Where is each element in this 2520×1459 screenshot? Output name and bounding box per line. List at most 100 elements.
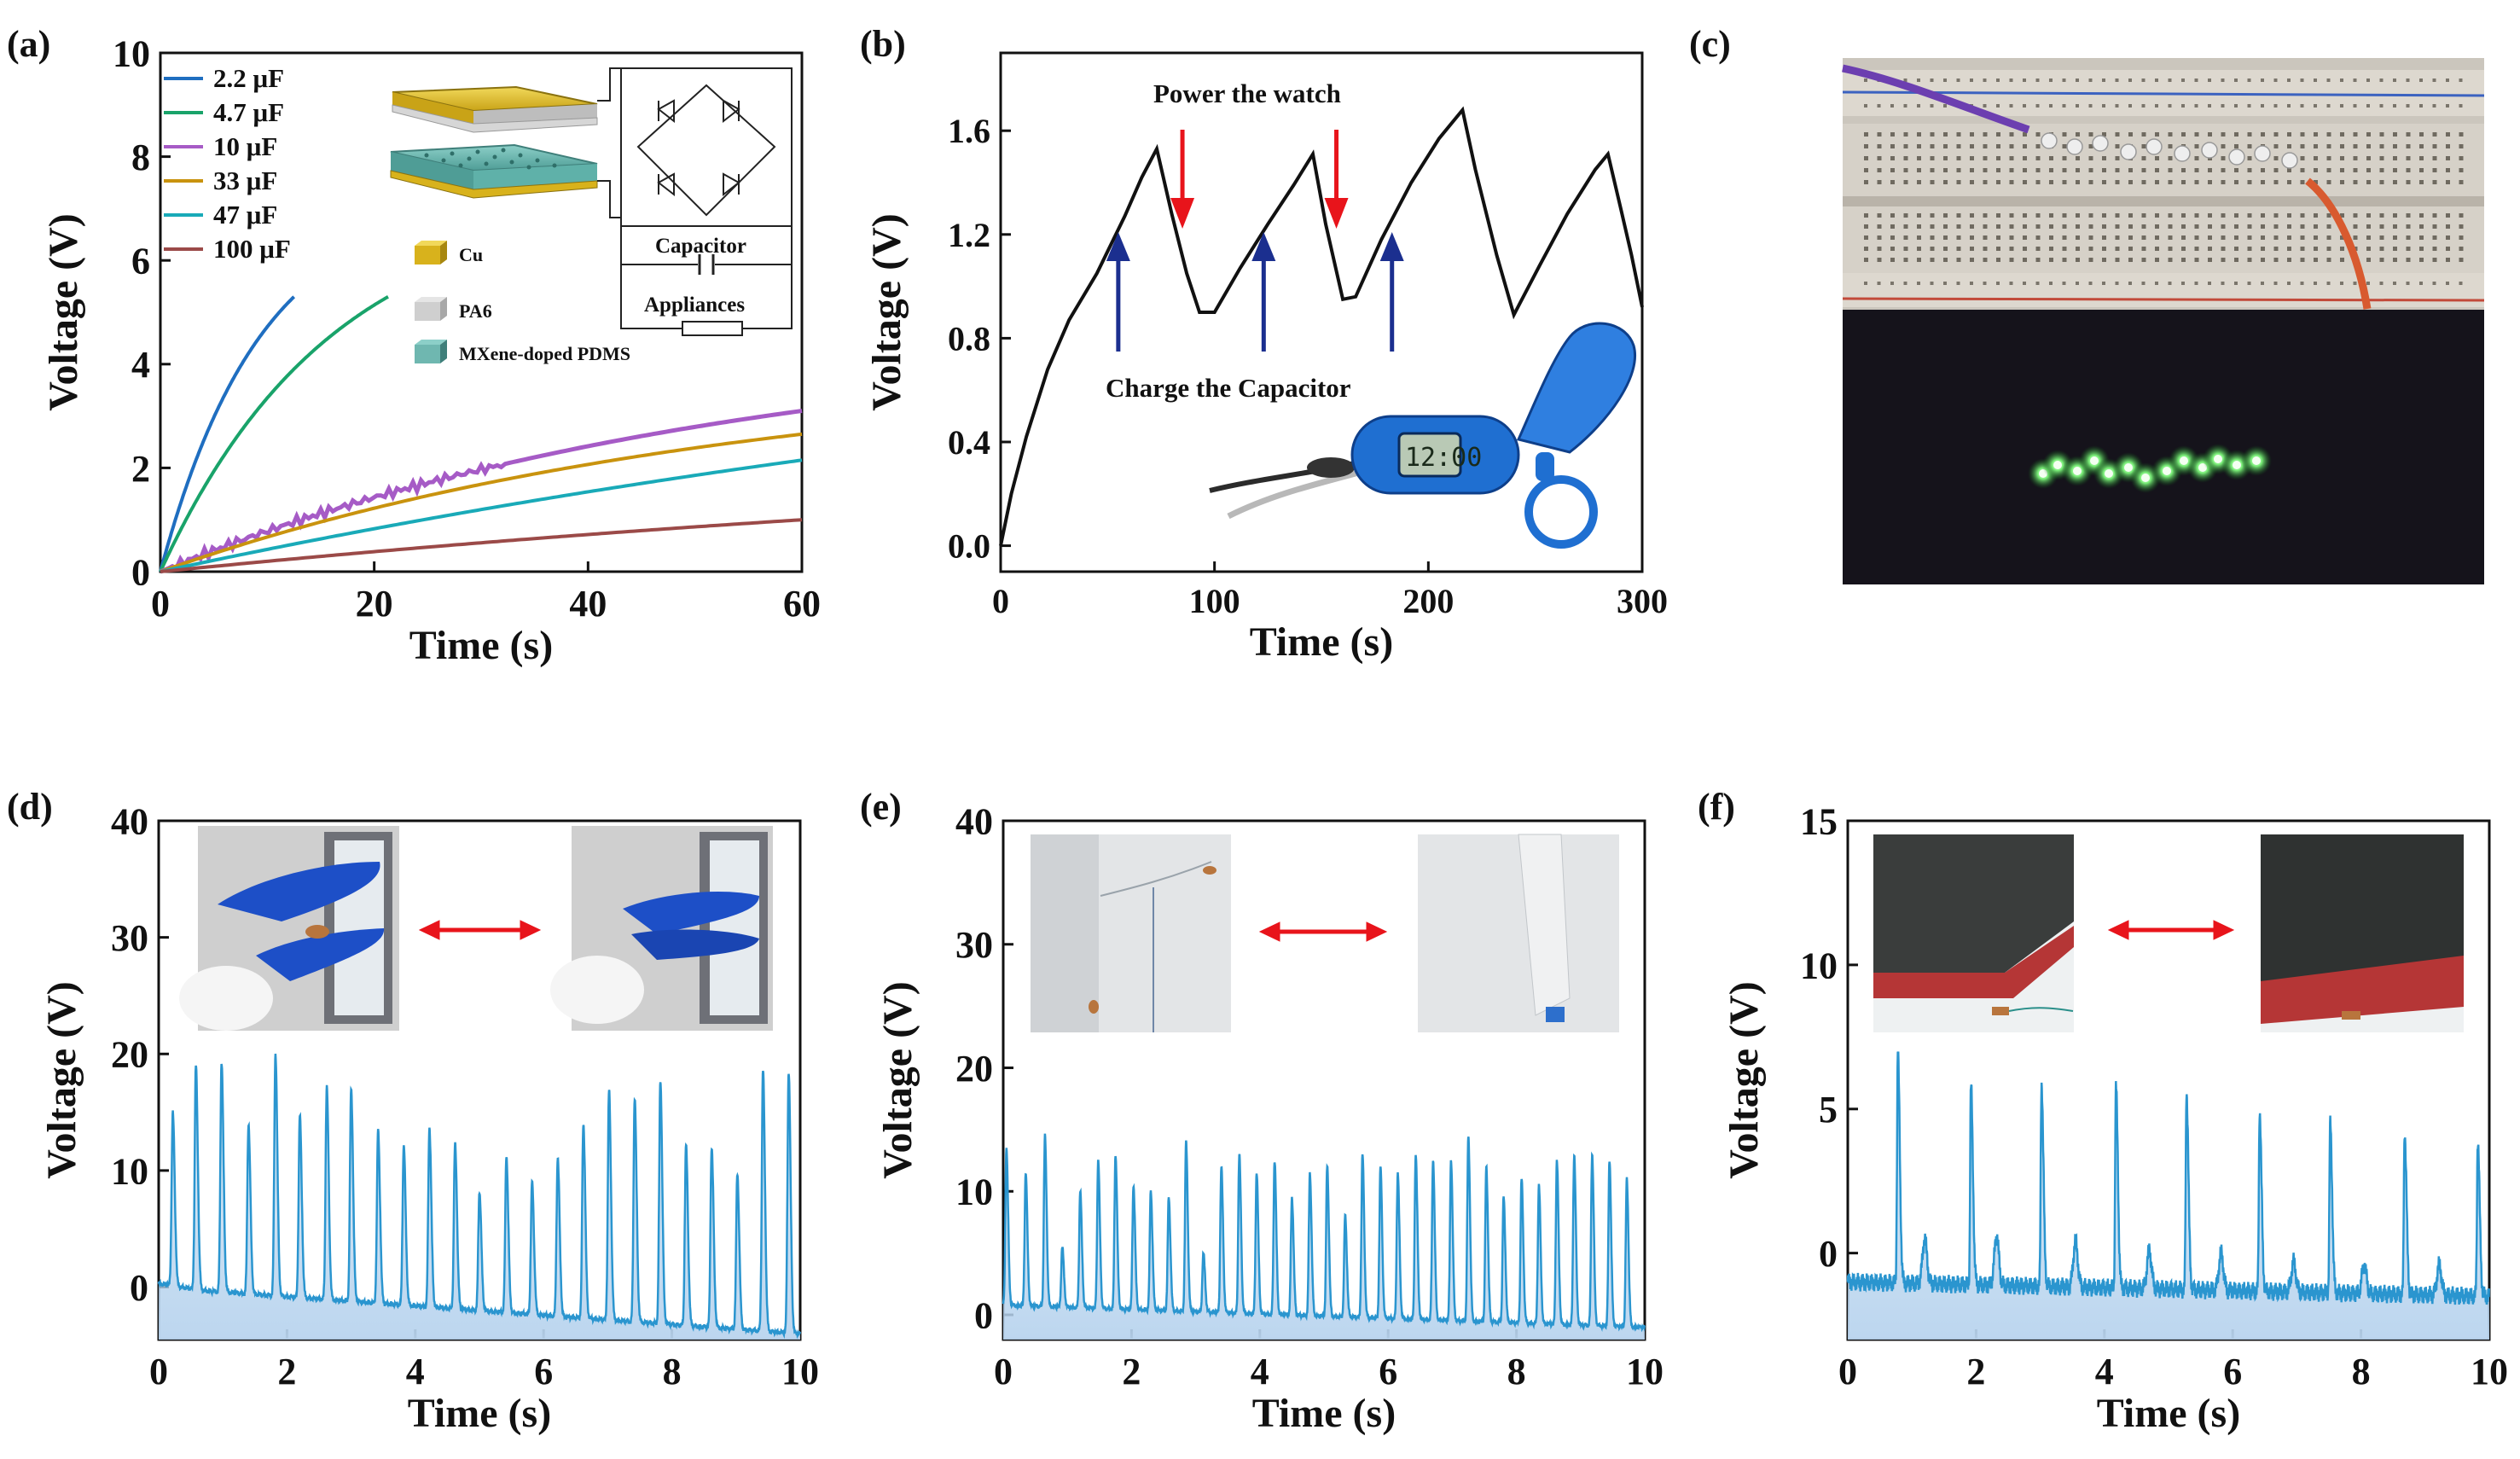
- hole: [1983, 144, 1988, 148]
- hole: [1917, 235, 1921, 240]
- hole: [2340, 235, 2344, 240]
- hole: [2406, 144, 2411, 148]
- x-tick-label: 0: [1838, 1351, 1857, 1392]
- hole: [1903, 258, 1908, 262]
- panel-f: (f) 0 2 4 6 8 10 0 5 10 15 Time (s) Voltage (V): [1698, 786, 2508, 1436]
- hole: [2076, 168, 2080, 172]
- hole: [1956, 213, 1961, 218]
- hole: [2088, 156, 2093, 160]
- hole: [2221, 144, 2226, 148]
- hole: [2300, 78, 2304, 82]
- hole: [2406, 258, 2411, 262]
- hole: [2155, 235, 2159, 240]
- wire-bottom: [597, 180, 621, 218]
- coat-photo-2-cuff: [1546, 1007, 1565, 1022]
- hole: [1917, 180, 1921, 184]
- hole: [2076, 78, 2079, 82]
- hole: [2155, 247, 2159, 251]
- hole: [2314, 235, 2318, 240]
- hole: [2353, 132, 2358, 137]
- hole: [2088, 213, 2093, 218]
- hole: [2287, 104, 2291, 108]
- hole: [2247, 247, 2252, 251]
- hole: [2432, 235, 2437, 240]
- hole: [2273, 144, 2279, 148]
- y-tick-label: 30: [111, 917, 148, 959]
- series-line-100μF: [160, 518, 803, 573]
- hole: [2446, 247, 2450, 251]
- hole: [2049, 224, 2053, 229]
- hole: [2155, 132, 2159, 137]
- shoe-photo-1-device: [1992, 1007, 2009, 1015]
- hole: [2393, 258, 2397, 262]
- x-tick-label: 6: [1379, 1351, 1397, 1392]
- hole: [2141, 180, 2146, 184]
- hole: [1890, 156, 1895, 160]
- hole: [1930, 156, 1935, 160]
- hole: [2141, 144, 2146, 148]
- x-tick-label: 10: [1626, 1351, 1664, 1392]
- hole: [2102, 282, 2105, 285]
- shoe-photo-1-wire: [2008, 1007, 2074, 1012]
- hole: [1930, 78, 1934, 82]
- hole: [1970, 180, 1974, 184]
- legend-label: 2.2 μF: [213, 63, 284, 93]
- orange-wire: [2305, 177, 2372, 310]
- hole: [2168, 132, 2173, 137]
- hole: [1943, 258, 1948, 262]
- hole: [2379, 224, 2384, 229]
- hole: [2221, 247, 2226, 251]
- hole: [1864, 144, 1868, 148]
- hole: [2393, 156, 2397, 160]
- hole: [2088, 235, 2093, 240]
- hole: [2314, 282, 2317, 285]
- mxene-swatch: [415, 340, 447, 345]
- hole: [2062, 247, 2067, 251]
- hole: [2366, 104, 2370, 108]
- hole: [1877, 258, 1882, 262]
- hole: [1890, 258, 1895, 262]
- hole: [2353, 282, 2357, 285]
- hole: [2062, 144, 2067, 148]
- hole: [2459, 258, 2464, 262]
- dark-photo: [1843, 310, 2484, 584]
- hole: [2141, 224, 2146, 229]
- hole: [2062, 156, 2067, 160]
- hole: [1996, 180, 2000, 184]
- hole: [2340, 168, 2344, 172]
- hole: [2181, 168, 2186, 172]
- hole: [2102, 247, 2106, 251]
- hole: [2287, 258, 2291, 262]
- hole: [2287, 282, 2291, 285]
- hole: [2168, 156, 2173, 160]
- hole: [2168, 168, 2173, 172]
- cu-swatch-body: [415, 246, 440, 264]
- panel-label-f: (f): [1698, 786, 1735, 828]
- hole: [2023, 213, 2027, 218]
- hole: [2208, 104, 2211, 108]
- bridge-rectifier-box: [620, 67, 793, 227]
- hole: [1890, 168, 1895, 172]
- hole: [2076, 180, 2080, 184]
- cu-swatch: [415, 241, 447, 246]
- hole: [2287, 132, 2291, 137]
- hole: [2062, 132, 2067, 137]
- series-line-33μF: [160, 432, 803, 573]
- hole: [1864, 258, 1868, 262]
- x-tick-label: 10: [781, 1351, 819, 1392]
- hole: [2326, 224, 2331, 229]
- hole: [2049, 282, 2053, 285]
- x-tick-label: 60: [783, 583, 821, 625]
- hole: [2261, 247, 2265, 251]
- x-tick-label: 4: [406, 1351, 425, 1392]
- double-arrow-f-left: [2107, 920, 2129, 940]
- hole: [2009, 258, 2014, 262]
- hole: [2379, 180, 2384, 184]
- hole: [1917, 132, 1921, 137]
- watch-ring-link: [1536, 452, 1554, 481]
- hole: [2273, 78, 2278, 82]
- hole: [2432, 258, 2437, 262]
- hole: [2366, 213, 2371, 218]
- hole: [2168, 78, 2172, 82]
- hole: [2115, 78, 2119, 82]
